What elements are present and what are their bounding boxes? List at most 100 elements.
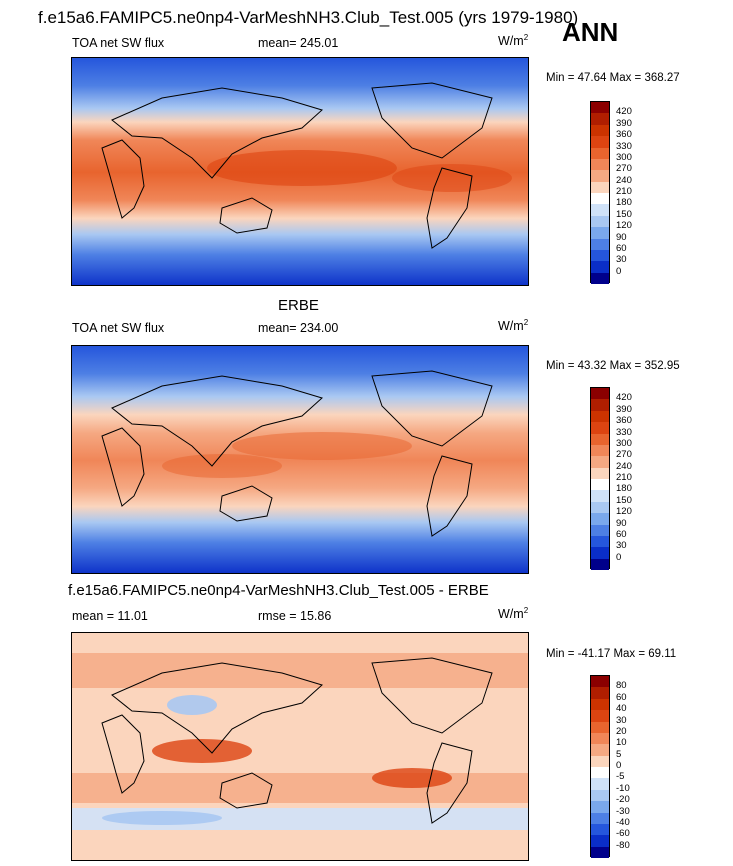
colorbar-segment <box>591 227 609 239</box>
colorbar-segment <box>591 215 609 228</box>
colorbar-segment <box>591 444 609 457</box>
coast-australia <box>219 772 273 809</box>
colorbar-segment <box>591 467 609 479</box>
colorbar-segment <box>591 249 609 262</box>
colorbar-segment <box>591 801 609 813</box>
panel3-stat-label: rmse = 15.86 <box>258 609 332 623</box>
colorbar-segment <box>591 272 609 284</box>
panel2-title: ERBE <box>278 297 319 314</box>
colorbar-tick-label: 120 <box>616 220 632 232</box>
colorbar-tick-label: 0 <box>616 551 622 563</box>
colorbar-segment <box>591 399 609 411</box>
panel2-hotspot <box>162 454 282 478</box>
colorbar-tick-label: -30 <box>616 805 630 817</box>
colorbar-segment <box>591 698 609 711</box>
colorbar-tick-label: 420 <box>616 392 632 404</box>
colorbar-segment <box>591 835 609 847</box>
colorbar-tick-label: 30 <box>616 540 627 552</box>
colorbar-segment <box>591 846 609 858</box>
coast-south-america <box>426 742 473 824</box>
colorbar-segment <box>591 456 609 468</box>
colorbar-segment <box>591 558 609 570</box>
colorbar-tick-label: -20 <box>616 794 630 806</box>
panel2-stat-label: mean= 234.00 <box>258 321 339 335</box>
colorbar-tick-label: 390 <box>616 117 632 129</box>
coast-north-america <box>371 82 493 159</box>
colorbar-segment <box>591 547 609 559</box>
colorbar-tick-label: -80 <box>616 839 630 851</box>
panel3-coldspot <box>102 811 222 825</box>
colorbar-segment <box>591 676 609 688</box>
colorbar-segment <box>591 524 609 536</box>
colorbar-segment <box>591 789 609 802</box>
colorbar-segment <box>591 136 609 148</box>
colorbar-tick-label: 240 <box>616 174 632 186</box>
colorbar-segment <box>591 102 609 114</box>
colorbar-tick-label: 90 <box>616 517 627 529</box>
colorbar-segment <box>591 124 609 137</box>
colorbar-tick-label: 360 <box>616 129 632 141</box>
panel1-minmax: Min = 47.64 Max = 368.27 <box>546 72 680 84</box>
colorbar-tick-label: 270 <box>616 163 632 175</box>
panel2-colorbar: 420 390 360 330 300 270 240 210 180 150 120 90 60 30 0 <box>590 387 650 570</box>
colorbar-tick-label: 60 <box>616 691 627 703</box>
panel1-map-field <box>72 58 528 285</box>
panel1-colorbar: 420 390 360 330 300 270 240 210 180 150 120 90 60 30 0 <box>590 101 650 284</box>
colorbar-segment <box>591 388 609 400</box>
colorbar-tick-label: 300 <box>616 437 632 449</box>
panel1-left-label: TOA net SW flux <box>72 36 165 50</box>
colorbar-segment <box>591 778 609 790</box>
colorbar-tick-label: 300 <box>616 151 632 163</box>
colorbar-tick-label: 0 <box>616 760 622 771</box>
colorbar-tick-label: 60 <box>616 528 627 540</box>
panel2-minmax: Min = 43.32 Max = 352.95 <box>546 360 680 372</box>
coast-australia <box>219 485 273 522</box>
panel3-band <box>72 773 528 803</box>
coast-australia <box>219 197 273 234</box>
colorbar-box <box>590 387 610 570</box>
colorbar-tick-label: 180 <box>616 483 632 495</box>
colorbar-segment <box>591 535 609 548</box>
colorbar-segment <box>591 744 609 756</box>
panel3-title: f.e15a6.FAMIPC5.ne0np4-VarMeshNH3.Club_T… <box>68 582 489 599</box>
colorbar-segment <box>591 181 609 193</box>
panel3-map <box>71 632 529 861</box>
figure-title: f.e15a6.FAMIPC5.ne0np4-VarMeshNH3.Club_T… <box>38 8 579 27</box>
colorbar-tick-label: 90 <box>616 231 627 243</box>
unit-exp: 2 <box>523 606 529 615</box>
colorbar-tick-label: 360 <box>616 415 632 427</box>
panel3-coldspot <box>167 695 217 715</box>
panel2-field-bg <box>72 346 528 573</box>
coast-africa <box>101 714 145 794</box>
panel3-minmax: Min = -41.17 Max = 69.11 <box>546 648 677 660</box>
colorbar-box <box>590 101 610 284</box>
colorbar-segment <box>591 501 609 514</box>
colorbar-tick-label: -5 <box>616 771 625 783</box>
coast-eurasia <box>111 662 323 754</box>
panel1-hotspot <box>392 164 512 192</box>
unit-base: W/m <box>498 34 524 49</box>
colorbar-tick-label: 180 <box>616 197 632 209</box>
coast-africa <box>101 139 145 219</box>
colorbar-tick-label: 420 <box>616 106 632 118</box>
coast-africa <box>101 427 145 507</box>
panel3-map-field <box>72 633 528 860</box>
unit-base: W/m <box>498 607 524 622</box>
panel2-left-label: TOA net SW flux <box>72 321 165 335</box>
colorbar-segment <box>591 410 609 423</box>
colorbar-tick-label: 120 <box>616 506 632 518</box>
panel2-coastlines <box>101 370 493 537</box>
coast-north-america <box>371 370 493 447</box>
coast-south-america <box>426 167 473 249</box>
colorbar-segment <box>591 490 609 502</box>
colorbar-segment <box>591 113 609 125</box>
colorbar-tick-label: 210 <box>616 186 632 197</box>
panel1-unit: W/m2 <box>498 34 528 48</box>
colorbar-segment <box>591 433 609 445</box>
panel3-coastlines <box>101 657 493 824</box>
colorbar-tick-label: 60 <box>616 242 627 254</box>
colorbar-segment <box>591 158 609 171</box>
panel3-left-label: mean = 11.01 <box>72 609 148 623</box>
colorbar-segment <box>591 767 609 779</box>
colorbar-segment <box>591 147 609 159</box>
